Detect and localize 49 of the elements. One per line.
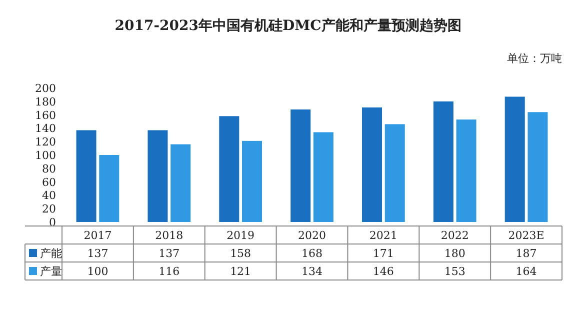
bar [148,130,168,222]
data-label: 121 [230,265,252,278]
bar [528,112,548,222]
data-label: 168 [302,247,322,260]
bar [242,140,262,222]
bar [76,130,96,222]
bar [170,144,191,222]
data-label: 187 [516,247,537,260]
y-tick-label: 100 [35,149,56,162]
data-label: 137 [87,247,108,260]
y-tick-label: 40 [42,189,56,202]
bar [433,101,454,222]
x-tick-label: 2019 [226,229,255,242]
legend-label: 产能 [40,247,62,260]
x-tick-label: 2023E [508,229,544,242]
x-tick-label: 2020 [298,229,326,242]
bar [290,109,311,222]
bar [384,124,405,222]
text: 单位：万吨 [507,52,562,65]
x-tick-label: 2022 [440,229,469,242]
data-label: 158 [230,247,252,260]
y-tick-label: 160 [35,108,56,122]
bar [99,155,120,222]
legend-label: 产量 [40,265,62,278]
data-label: 171 [372,247,394,260]
y-tick-label: 140 [35,122,56,136]
x-tick-label: 2017 [84,229,112,242]
bar [219,116,240,222]
data-label: 137 [158,247,180,260]
bar [504,96,525,222]
data-label: 100 [87,265,108,278]
bar [456,119,476,222]
data-label: 116 [158,265,180,278]
y-tick-label: 120 [35,136,56,149]
data-label: 146 [372,265,394,278]
data-label: 134 [302,265,322,278]
x-tick-label: 2021 [369,229,398,242]
y-tick-label: 60 [42,176,56,189]
bar [362,107,382,222]
y-tick-label: 80 [42,162,56,176]
data-label: 164 [516,265,537,278]
y-tick-label: 200 [35,82,56,95]
x-tick-label: 2018 [155,229,184,242]
data-label: 153 [444,265,466,278]
chart-title: 2017-2023年中国有机硅DMC产能和产量预测趋势图 [114,17,462,34]
data-label: 180 [444,247,466,260]
y-tick-label: 180 [35,95,56,108]
y-tick-label: 20 [42,202,56,216]
bar [313,132,334,222]
